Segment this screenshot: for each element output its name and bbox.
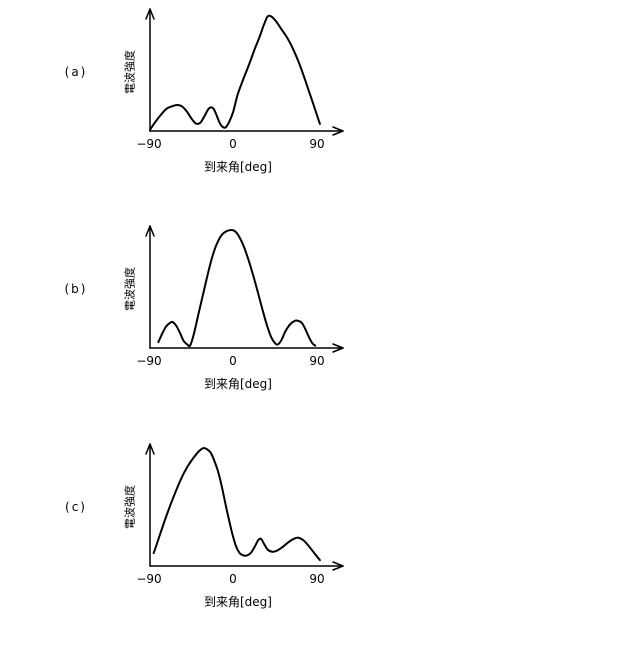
x-tick-label: −90 (136, 572, 161, 586)
panel-label: (a) (65, 65, 88, 79)
x-tick-label: 90 (309, 137, 324, 151)
chart-panel-c: (c) 電波強度 −90 0 90 到来角[deg] (65, 444, 343, 609)
series-line (154, 448, 320, 560)
plot-area: −90 0 90 (136, 226, 343, 368)
x-tick-label: −90 (136, 137, 161, 151)
y-axis-label: 電波強度 (123, 485, 137, 529)
x-tick-label: 0 (229, 137, 237, 151)
x-tick-label: 90 (309, 572, 324, 586)
x-axis-label: 到来角[deg] (204, 595, 272, 609)
series-line (158, 230, 315, 346)
x-tick-label: 0 (229, 354, 237, 368)
x-tick-label: −90 (136, 354, 161, 368)
plot-area: −90 0 90 (136, 9, 343, 151)
x-axis-label: 到来角[deg] (204, 377, 272, 391)
x-axis-label: 到来角[deg] (204, 160, 272, 174)
series-line (150, 16, 320, 130)
panel-label: (b) (65, 282, 88, 296)
y-axis-label: 電波強度 (123, 50, 137, 94)
y-axis-label: 電波強度 (123, 267, 137, 311)
x-tick-label: 0 (229, 572, 237, 586)
plot-area: −90 0 90 (136, 444, 343, 586)
panel-label: (c) (65, 500, 87, 514)
chart-panel-a: (a) 電波強度 −90 0 90 到来角[deg] (65, 9, 343, 174)
x-tick-label: 90 (309, 354, 324, 368)
chart-panel-b: (b) 電波強度 −90 0 90 到来角[deg] (65, 226, 343, 391)
